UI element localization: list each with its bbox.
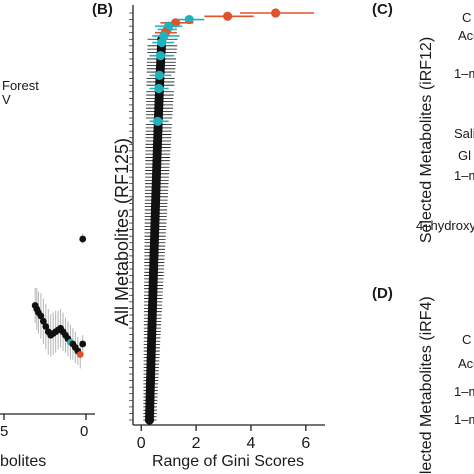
panel-b-x-tick-label-6: 6 xyxy=(301,435,310,452)
panel-c-row-label-7: 4–hydroxy xyxy=(416,218,474,233)
panel-a-point-4 xyxy=(37,312,45,320)
panel-b-highlight-point-20 xyxy=(154,70,164,80)
panel-d-row-label-4: 1–m xyxy=(454,412,474,427)
panel-a-x-tick-label-0: 0 xyxy=(80,423,88,440)
panel-b-highlight-point-14 xyxy=(155,51,166,61)
panel-b-point-125 xyxy=(144,415,155,425)
panel-d-y-axis-label: Selected Metabolites (iRF4) xyxy=(418,296,435,474)
panel-d-row-label-3: 1–m xyxy=(454,384,474,399)
panel-b-highlight-point-10 xyxy=(157,37,167,48)
panel-b-x-axis-label: Range of Gini Scores xyxy=(152,453,304,470)
panel-c-letter: (C) xyxy=(372,1,393,18)
panel-a-point-22 xyxy=(79,235,87,243)
panel-c-row-label-2: Ace xyxy=(458,28,474,43)
panel-a-point-20 xyxy=(76,351,84,358)
panel-c: (C) Selected Metabolites (iRF12) C Ace 1… xyxy=(372,1,474,243)
panel-a-point-5 xyxy=(39,317,47,325)
panel-a-legend-v: V xyxy=(2,92,11,107)
panel-c-row-label-1: C xyxy=(462,10,471,25)
panel-d-row-label-1: C xyxy=(462,332,471,347)
panel-c-row-label-6: 1–m xyxy=(454,168,474,183)
panel-b-x-tick-label-4: 4 xyxy=(246,435,255,452)
panel-b-x-ticks: 0 2 4 6 xyxy=(137,425,310,452)
panel-c-row-label-3: 1–m xyxy=(454,66,474,81)
panel-b-y-axis-label: All Metabolites (RF125) xyxy=(112,138,132,326)
panel-d-letter: (D) xyxy=(372,285,393,302)
panel-a: Forest V 5 0 bolites xyxy=(0,78,95,470)
panel-b-x-tick-label-0: 0 xyxy=(137,435,146,452)
panel-a-x-axis-label: bolites xyxy=(0,453,46,470)
panel-b-highlight-point-3 xyxy=(184,14,194,25)
panel-d-row-label-2: Ace xyxy=(458,356,474,371)
panel-c-row-label-4: Sali xyxy=(454,126,474,141)
panel-b-highlight-point-34 xyxy=(153,116,163,126)
panel-b-letter: (B) xyxy=(92,1,113,18)
panel-b-highlight-point-1 xyxy=(271,8,281,18)
panel-c-row-label-5: Gl xyxy=(458,148,471,163)
panel-b: (B) All Metabolites (RF125) 0 2 4 6 Range o… xyxy=(92,1,325,470)
panel-c-y-axis-label: Selected Metabolites (iRF12) xyxy=(418,37,435,243)
panel-b-highlight-point-24 xyxy=(154,83,164,94)
panel-d: (D) Selected Metabolites (iRF4) C Ace 1–… xyxy=(372,285,474,474)
panel-a-point-21 xyxy=(79,340,87,348)
panel-a-x-tick-label-5: 5 xyxy=(0,423,8,440)
panel-a-legend-forest: Forest xyxy=(2,78,39,93)
panel-b-highlight-point-4 xyxy=(170,18,181,28)
panel-a-point-6 xyxy=(42,323,50,330)
panel-b-x-tick-label-2: 2 xyxy=(192,435,201,452)
panel-b-plot-area xyxy=(129,8,315,425)
panel-b-highlight-point-2 xyxy=(223,11,233,21)
panel-a-plot-area xyxy=(31,233,87,369)
